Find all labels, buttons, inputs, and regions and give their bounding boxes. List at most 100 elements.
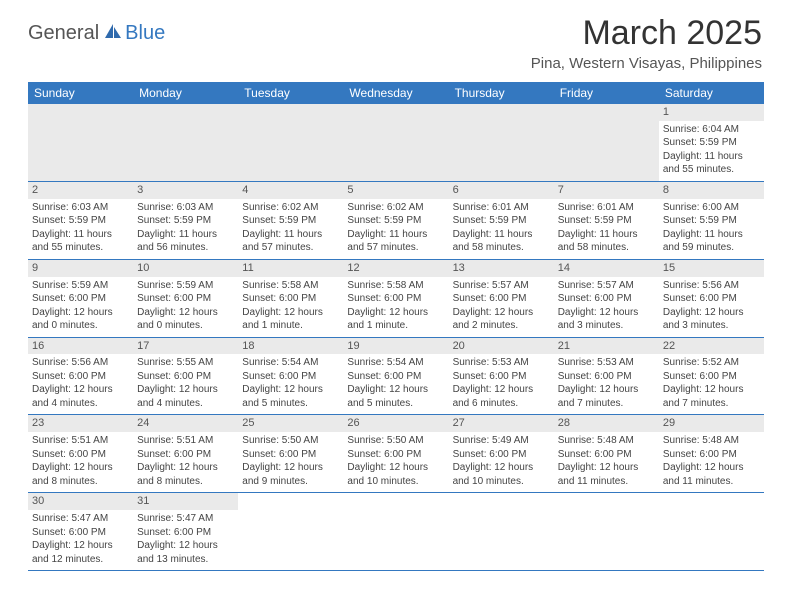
sunrise-line: Sunrise: 5:57 AM bbox=[453, 279, 550, 293]
daylight-line: Daylight: 12 hours and 2 minutes. bbox=[453, 306, 550, 333]
sunrise-line: Sunrise: 6:00 AM bbox=[663, 201, 760, 215]
day-cell: 30Sunrise: 5:47 AMSunset: 6:00 PMDayligh… bbox=[28, 493, 133, 570]
day-cell bbox=[28, 104, 133, 181]
day-number: 14 bbox=[554, 260, 659, 277]
daylight-line: Daylight: 12 hours and 13 minutes. bbox=[137, 539, 234, 566]
day-cell: 4Sunrise: 6:02 AMSunset: 5:59 PMDaylight… bbox=[238, 182, 343, 259]
sail-icon bbox=[103, 22, 123, 45]
daylight-line: Daylight: 12 hours and 10 minutes. bbox=[347, 461, 444, 488]
calendar-body: 1Sunrise: 6:04 AMSunset: 5:59 PMDaylight… bbox=[28, 104, 764, 571]
sunset-line: Sunset: 6:00 PM bbox=[32, 370, 129, 384]
day-cell bbox=[659, 493, 764, 570]
daylight-line: Daylight: 11 hours and 57 minutes. bbox=[242, 228, 339, 255]
sunset-line: Sunset: 6:00 PM bbox=[453, 448, 550, 462]
day-cell bbox=[554, 104, 659, 181]
day-cell bbox=[238, 104, 343, 181]
sunrise-line: Sunrise: 5:50 AM bbox=[242, 434, 339, 448]
sunrise-line: Sunrise: 5:53 AM bbox=[558, 356, 655, 370]
location-subtitle: Pina, Western Visayas, Philippines bbox=[531, 55, 762, 72]
sunrise-line: Sunrise: 5:48 AM bbox=[558, 434, 655, 448]
logo-text-general: General bbox=[28, 22, 99, 45]
month-title: March 2025 bbox=[531, 14, 762, 53]
day-cell: 1Sunrise: 6:04 AMSunset: 5:59 PMDaylight… bbox=[659, 104, 764, 181]
daylight-line: Daylight: 12 hours and 0 minutes. bbox=[137, 306, 234, 333]
day-number: 5 bbox=[343, 182, 448, 199]
day-cell bbox=[343, 493, 448, 570]
sunrise-line: Sunrise: 5:54 AM bbox=[347, 356, 444, 370]
sunset-line: Sunset: 6:00 PM bbox=[663, 370, 760, 384]
sunrise-line: Sunrise: 5:56 AM bbox=[663, 279, 760, 293]
logo-text-blue: Blue bbox=[125, 22, 165, 45]
week-row: 1Sunrise: 6:04 AMSunset: 5:59 PMDaylight… bbox=[28, 104, 764, 182]
daylight-line: Daylight: 12 hours and 8 minutes. bbox=[32, 461, 129, 488]
day-cell: 12Sunrise: 5:58 AMSunset: 6:00 PMDayligh… bbox=[343, 260, 448, 337]
daylight-line: Daylight: 12 hours and 7 minutes. bbox=[663, 383, 760, 410]
sunset-line: Sunset: 6:00 PM bbox=[453, 370, 550, 384]
day-number: 28 bbox=[554, 415, 659, 432]
day-number: 4 bbox=[238, 182, 343, 199]
day-cell: 21Sunrise: 5:53 AMSunset: 6:00 PMDayligh… bbox=[554, 338, 659, 415]
day-cell: 24Sunrise: 5:51 AMSunset: 6:00 PMDayligh… bbox=[133, 415, 238, 492]
sunrise-line: Sunrise: 5:50 AM bbox=[347, 434, 444, 448]
day-cell: 14Sunrise: 5:57 AMSunset: 6:00 PMDayligh… bbox=[554, 260, 659, 337]
sunrise-line: Sunrise: 5:54 AM bbox=[242, 356, 339, 370]
day-cell: 25Sunrise: 5:50 AMSunset: 6:00 PMDayligh… bbox=[238, 415, 343, 492]
day-number: 31 bbox=[133, 493, 238, 510]
sunset-line: Sunset: 5:59 PM bbox=[663, 214, 760, 228]
day-number: 8 bbox=[659, 182, 764, 199]
day-cell: 15Sunrise: 5:56 AMSunset: 6:00 PMDayligh… bbox=[659, 260, 764, 337]
sunrise-line: Sunrise: 5:47 AM bbox=[32, 512, 129, 526]
sunset-line: Sunset: 5:59 PM bbox=[137, 214, 234, 228]
daylight-line: Daylight: 11 hours and 59 minutes. bbox=[663, 228, 760, 255]
sunrise-line: Sunrise: 5:56 AM bbox=[32, 356, 129, 370]
day-number: 21 bbox=[554, 338, 659, 355]
week-row: 2Sunrise: 6:03 AMSunset: 5:59 PMDaylight… bbox=[28, 182, 764, 260]
sunrise-line: Sunrise: 5:59 AM bbox=[137, 279, 234, 293]
day-cell: 31Sunrise: 5:47 AMSunset: 6:00 PMDayligh… bbox=[133, 493, 238, 570]
day-number: 1 bbox=[659, 104, 764, 121]
day-header-cell: Monday bbox=[133, 82, 238, 104]
daylight-line: Daylight: 12 hours and 8 minutes. bbox=[137, 461, 234, 488]
day-number: 15 bbox=[659, 260, 764, 277]
daylight-line: Daylight: 11 hours and 57 minutes. bbox=[347, 228, 444, 255]
sunrise-line: Sunrise: 5:58 AM bbox=[347, 279, 444, 293]
daylight-line: Daylight: 12 hours and 10 minutes. bbox=[453, 461, 550, 488]
sunrise-line: Sunrise: 5:57 AM bbox=[558, 279, 655, 293]
daylight-line: Daylight: 12 hours and 5 minutes. bbox=[347, 383, 444, 410]
daylight-line: Daylight: 12 hours and 1 minute. bbox=[347, 306, 444, 333]
day-cell: 19Sunrise: 5:54 AMSunset: 6:00 PMDayligh… bbox=[343, 338, 448, 415]
daylight-line: Daylight: 12 hours and 11 minutes. bbox=[663, 461, 760, 488]
day-cell: 26Sunrise: 5:50 AMSunset: 6:00 PMDayligh… bbox=[343, 415, 448, 492]
day-cell bbox=[554, 493, 659, 570]
day-number: 23 bbox=[28, 415, 133, 432]
sunset-line: Sunset: 6:00 PM bbox=[242, 370, 339, 384]
day-cell bbox=[449, 493, 554, 570]
day-number: 30 bbox=[28, 493, 133, 510]
sunset-line: Sunset: 6:00 PM bbox=[453, 292, 550, 306]
day-cell: 11Sunrise: 5:58 AMSunset: 6:00 PMDayligh… bbox=[238, 260, 343, 337]
day-cell bbox=[449, 104, 554, 181]
day-header-cell: Saturday bbox=[659, 82, 764, 104]
sunset-line: Sunset: 5:59 PM bbox=[453, 214, 550, 228]
day-number: 13 bbox=[449, 260, 554, 277]
day-header-cell: Thursday bbox=[449, 82, 554, 104]
day-cell: 7Sunrise: 6:01 AMSunset: 5:59 PMDaylight… bbox=[554, 182, 659, 259]
day-header-cell: Sunday bbox=[28, 82, 133, 104]
sunset-line: Sunset: 5:59 PM bbox=[32, 214, 129, 228]
sunset-line: Sunset: 6:00 PM bbox=[137, 448, 234, 462]
daylight-line: Daylight: 12 hours and 0 minutes. bbox=[32, 306, 129, 333]
daylight-line: Daylight: 11 hours and 55 minutes. bbox=[663, 150, 760, 177]
sunset-line: Sunset: 6:00 PM bbox=[137, 292, 234, 306]
sunrise-line: Sunrise: 6:02 AM bbox=[242, 201, 339, 215]
sunset-line: Sunset: 6:00 PM bbox=[137, 526, 234, 540]
day-number: 19 bbox=[343, 338, 448, 355]
daylight-line: Daylight: 11 hours and 58 minutes. bbox=[558, 228, 655, 255]
day-number: 26 bbox=[343, 415, 448, 432]
sunset-line: Sunset: 6:00 PM bbox=[32, 526, 129, 540]
sunset-line: Sunset: 6:00 PM bbox=[347, 292, 444, 306]
day-cell: 29Sunrise: 5:48 AMSunset: 6:00 PMDayligh… bbox=[659, 415, 764, 492]
sunrise-line: Sunrise: 6:03 AM bbox=[32, 201, 129, 215]
day-cell: 16Sunrise: 5:56 AMSunset: 6:00 PMDayligh… bbox=[28, 338, 133, 415]
sunset-line: Sunset: 6:00 PM bbox=[347, 370, 444, 384]
sunset-line: Sunset: 6:00 PM bbox=[558, 292, 655, 306]
